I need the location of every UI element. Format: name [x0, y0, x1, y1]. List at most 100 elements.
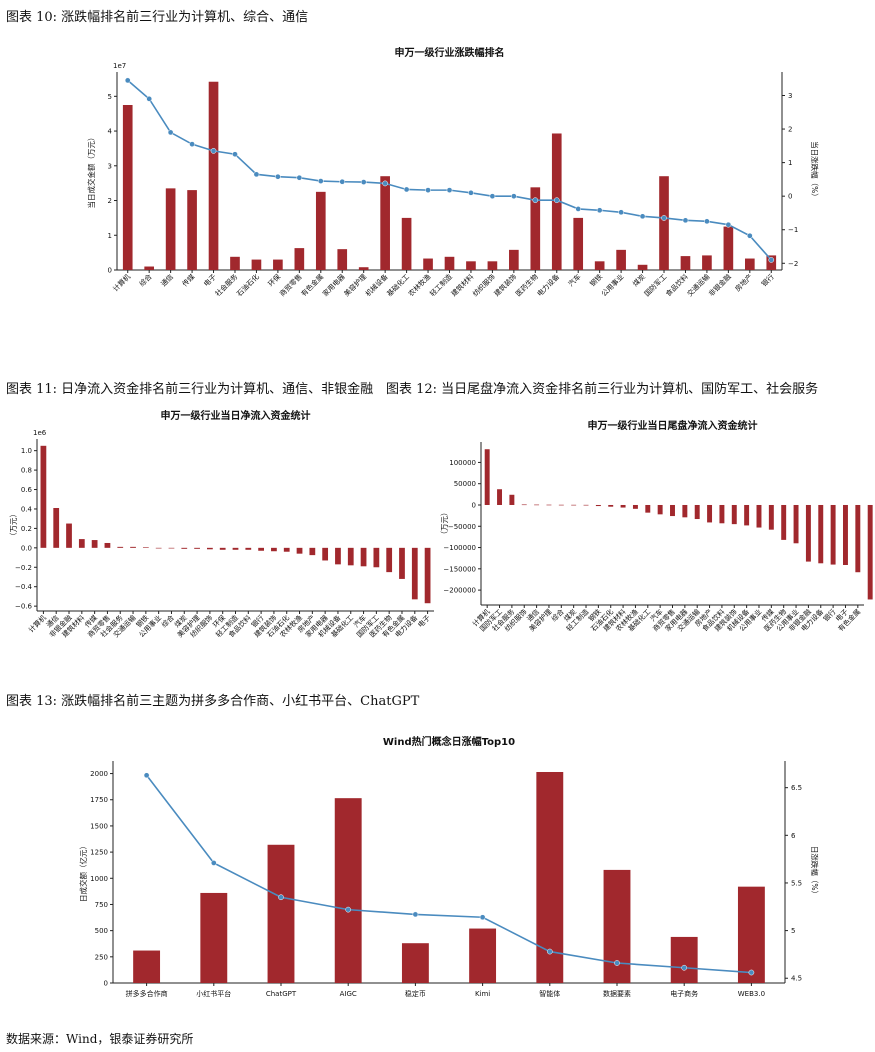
bar: [251, 259, 262, 270]
x-tick-label: 纺织服饰: [471, 272, 497, 298]
chart-title: 申万一级行业涨跌幅排名: [395, 46, 505, 59]
bar: [168, 547, 175, 549]
line-point: [511, 193, 517, 200]
industry-closing-inflow-chart: 申万一级行业当日尾盘净流入资金统计 −200000 −150000 −100000 −5…: [440, 419, 873, 633]
bar: [78, 539, 85, 548]
y-axis-label: （万元）: [9, 510, 18, 540]
bar: [187, 190, 197, 270]
bar: [142, 547, 149, 548]
line-point: [681, 964, 688, 971]
bar: [232, 547, 239, 550]
line-point: [725, 221, 732, 228]
y-tick-label: 1250: [90, 849, 108, 857]
bar: [401, 217, 412, 270]
line-point: [614, 960, 620, 966]
bar: [680, 256, 691, 270]
y-tick-label: −150000: [443, 565, 476, 573]
bar: [744, 504, 750, 526]
x-tick-label: 房地产: [733, 272, 754, 293]
line-point: [468, 189, 474, 196]
bar: [756, 504, 762, 528]
bar: [337, 249, 348, 270]
y2-tick-label: −2: [788, 260, 798, 268]
x-tick-label: 建筑装饰: [492, 272, 518, 298]
line-point: [746, 232, 753, 239]
bar: [267, 844, 295, 983]
line-point: [596, 207, 603, 214]
bar: [245, 547, 252, 550]
y-tick-label: 4: [108, 128, 113, 136]
bar: [444, 256, 455, 270]
y-tick-label: 0: [472, 501, 476, 509]
line-point: [296, 174, 303, 181]
bar: [208, 81, 219, 270]
y-tick-label: 1: [108, 232, 112, 240]
chart-title: Wind热门概念日涨幅Top10: [383, 735, 515, 748]
bar: [702, 255, 712, 270]
bar: [358, 267, 369, 270]
x-tick-label: 国防军工: [642, 272, 668, 298]
bar: [469, 928, 497, 983]
bar: [165, 188, 176, 270]
bar: [466, 261, 476, 270]
y-tick-label: −0.2: [15, 564, 32, 572]
source-note: 数据来源：Wind，银泰证券研究所: [6, 1032, 194, 1046]
y-tick-label: 500: [95, 927, 108, 935]
x-tick-label: 非银金融: [707, 272, 733, 298]
bar: [194, 547, 200, 549]
bar: [571, 504, 577, 506]
bar: [793, 504, 799, 544]
line-point: [146, 95, 153, 102]
x-tick-label: 轻工制造: [428, 272, 454, 298]
x-tick-label: 交通运输: [685, 272, 711, 298]
bar: [637, 264, 648, 270]
change-line: [145, 774, 752, 974]
line-point: [748, 969, 755, 976]
x-tick-label: 银行: [821, 607, 837, 623]
line-point: [339, 178, 346, 185]
bar: [91, 540, 98, 548]
bar: [595, 504, 601, 507]
bar: [546, 504, 552, 506]
x-tick-label: 医药生物: [514, 272, 540, 298]
line-point: [661, 215, 667, 221]
bar: [155, 547, 162, 549]
bar: [309, 547, 316, 556]
bar: [401, 943, 429, 983]
bar: [219, 547, 226, 550]
bar: [707, 504, 713, 523]
line-point: [210, 148, 217, 154]
bar: [40, 445, 47, 548]
bar: [294, 248, 305, 270]
x-tick-label: 电力设备: [535, 272, 561, 298]
y2-tick-label: 2: [788, 126, 792, 134]
x-tick-label: 煤炭: [631, 272, 647, 288]
bar: [509, 494, 515, 505]
x-tick-label: 基础化工: [385, 272, 411, 298]
bar: [731, 504, 737, 525]
line-point: [275, 173, 281, 180]
line-point: [425, 187, 431, 193]
x-tick-label: 银行: [759, 272, 775, 288]
bar: [315, 191, 326, 270]
line-point: [167, 129, 174, 136]
bar: [334, 798, 362, 983]
chart-title: 申万一级行业当日尾盘净流入资金统计: [588, 419, 758, 432]
bar: [296, 547, 303, 554]
x-tick-label: 电子商务: [670, 989, 698, 998]
line-point: [682, 217, 689, 224]
x-tick-label: 智能体: [539, 989, 560, 998]
bar: [521, 504, 527, 506]
bar: [768, 504, 774, 530]
y-tick-label: −0.4: [15, 583, 33, 591]
y2-tick-label: −1: [788, 226, 798, 234]
bar: [744, 258, 755, 270]
bar: [608, 504, 614, 507]
change-line: [127, 79, 772, 261]
line-point: [317, 178, 324, 184]
y-tick-label: −200000: [443, 587, 476, 595]
y-tick-label: 0.8: [21, 467, 32, 475]
bar: [855, 504, 861, 573]
bar: [657, 504, 663, 515]
bar: [122, 105, 133, 270]
